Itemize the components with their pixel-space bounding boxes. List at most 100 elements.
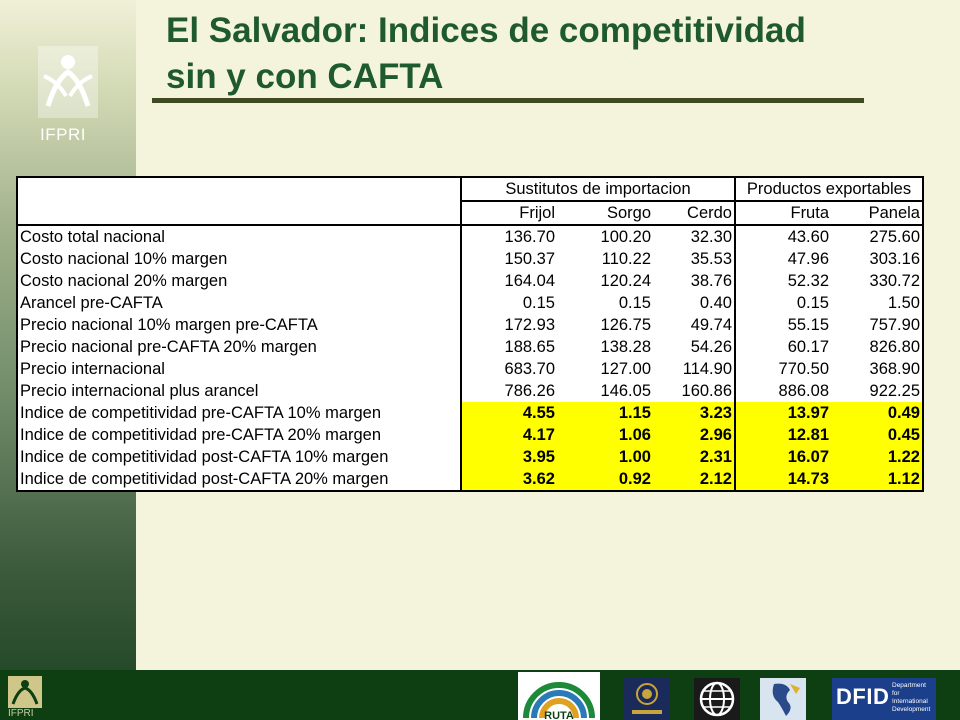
value-cell-panela: 368.90 — [831, 358, 924, 380]
group-header-import-substitutes: Sustitutos de importacion — [460, 176, 736, 202]
ifpri-label: IFPRI — [40, 125, 86, 144]
footer-ifpri-label: IFPRI — [8, 708, 34, 719]
value-cell-panela: 1.50 — [831, 292, 924, 314]
value-cell-panela: 303.16 — [831, 248, 924, 270]
column-header-sorgo: Sorgo — [606, 204, 651, 222]
slide-title: El Salvador: Indices de competitividad s… — [166, 11, 806, 96]
value-cell-cerdo: 49.74 — [653, 314, 736, 336]
table-row: Costo nacional 10% margen 150.37 110.22 35.… — [16, 248, 924, 270]
row-label: Costo nacional 10% margen — [16, 248, 461, 270]
value-cell-fruta: 43.60 — [734, 224, 831, 248]
value-cell-sorgo: 1.00 — [557, 446, 653, 468]
value-cell-fruta: 13.97 — [734, 402, 831, 424]
value-cell-panela: 826.80 — [831, 336, 924, 358]
value-cell-sorgo: 0.92 — [557, 468, 653, 492]
value-cell-fruta: 60.17 — [734, 336, 831, 358]
row-label: Costo total nacional — [16, 224, 461, 248]
column-header-panela: Panela — [831, 201, 924, 225]
table-row: Indice de competitividad post-CAFTA 20% … — [16, 468, 924, 492]
value-cell-cerdo: 32.30 — [653, 224, 736, 248]
value-cell-frijol: 136.70 — [460, 224, 557, 248]
value-cell-frijol: 4.17 — [460, 424, 557, 446]
value-cell-panela: 0.49 — [831, 402, 924, 424]
value-cell-frijol: 188.65 — [460, 336, 557, 358]
row-label: Indice de competitividad post-CAFTA 10% … — [16, 446, 461, 468]
row-label: Precio internacional plus arancel — [16, 380, 461, 402]
value-cell-frijol: 683.70 — [460, 358, 557, 380]
table-row: Indice de competitividad pre-CAFTA 10% m… — [16, 402, 924, 424]
value-cell-sorgo: 138.28 — [600, 338, 651, 356]
value-cell-sorgo: 120.24 — [600, 272, 651, 290]
value-cell-fruta: 14.73 — [734, 468, 831, 492]
ifpri-logo-icon — [38, 46, 98, 118]
value-cell-fruta: 0.15 — [734, 292, 831, 314]
value-cell-sorgo: 1.06 — [557, 424, 653, 446]
value-cell-cerdo: 0.40 — [653, 292, 736, 314]
ifpri-footer-logo-icon — [8, 676, 42, 708]
table-row: Precio nacional pre-CAFTA 20% margen 188.… — [16, 336, 924, 358]
competitiveness-table: Sustitutos de importacion Productos expo… — [16, 176, 924, 492]
value-cell-sorgo: 126.75 — [600, 316, 651, 334]
world-bank-globe-icon — [694, 678, 740, 720]
row-label: Precio nacional 10% margen pre-CAFTA — [16, 314, 461, 336]
value-cell-frijol: 172.93 — [460, 314, 557, 336]
row-label: Indice de competitividad pre-CAFTA 20% m… — [16, 424, 461, 446]
row-label: Costo nacional 20% margen — [16, 270, 461, 292]
value-cell-fruta: 16.07 — [734, 446, 831, 468]
row-label: Precio internacional — [16, 358, 461, 380]
un-emblem-icon — [624, 678, 670, 720]
value-cell-panela: 1.22 — [831, 446, 924, 468]
column-header-fruta: Fruta — [734, 201, 831, 225]
footer-bar: IFPRI RUTA DFID Department for Internati… — [0, 670, 960, 720]
row-label: Precio nacional pre-CAFTA 20% margen — [16, 336, 461, 358]
table-row: Arancel pre-CAFTA 0.15 0.15 0.40 0.15 1.50 — [16, 292, 924, 314]
value-cell-frijol: 164.04 — [460, 270, 557, 292]
column-header-frijol: Frijol — [460, 201, 557, 225]
value-cell-frijol: 786.26 — [460, 380, 557, 402]
value-cell-fruta: 47.96 — [734, 248, 831, 270]
value-cell-sorgo: 0.15 — [618, 294, 651, 312]
dfid-logo: DFID Department for International Develo… — [832, 678, 936, 720]
group-header-exportables: Productos exportables — [734, 176, 924, 202]
value-cell-frijol: 4.55 — [460, 402, 557, 424]
value-cell-sorgo: 146.05 — [600, 382, 651, 400]
value-cell-cerdo: 35.53 — [653, 248, 736, 270]
corner-cell — [16, 176, 461, 201]
table-row: Precio nacional 10% margen pre-CAFTA 172.… — [16, 314, 924, 336]
table-row: Costo nacional 20% margen 164.04 120.24 38.… — [16, 270, 924, 292]
table-row: Precio internacional plus arancel 786.26 1… — [16, 380, 924, 402]
value-cell-frijol: 3.95 — [460, 446, 557, 468]
table-row: Indice de competitividad post-CAFTA 10% … — [16, 446, 924, 468]
ruta-label: RUTA — [544, 710, 574, 720]
row-label: Indice de competitividad pre-CAFTA 10% m… — [16, 402, 461, 424]
value-cell-cerdo: 38.76 — [653, 270, 736, 292]
value-cell-cerdo: 2.12 — [653, 468, 736, 492]
title-underline — [152, 98, 864, 103]
value-cell-sorgo: 100.20 — [557, 224, 653, 248]
value-cell-cerdo: 114.90 — [653, 358, 736, 380]
dfid-label: DFID — [836, 684, 890, 709]
value-cell-frijol: 0.15 — [460, 292, 557, 314]
value-cell-fruta: 886.08 — [734, 380, 831, 402]
dfid-sub-label: Department for International Development — [892, 682, 931, 713]
row-label: Arancel pre-CAFTA — [16, 292, 461, 314]
value-cell-fruta: 12.81 — [734, 424, 831, 446]
value-cell-cerdo: 2.31 — [653, 446, 736, 468]
table-row: Costo total nacional 136.70 100.20 32.30 43.… — [16, 224, 924, 248]
group-header-row: Sustitutos de importacion Productos expo… — [16, 176, 924, 202]
americas-map-icon — [760, 678, 806, 720]
value-cell-panela: 275.60 — [831, 224, 924, 248]
column-header-row: Frijol Sorgo Cerdo Fruta Panela — [16, 201, 924, 225]
value-cell-cerdo: 2.96 — [653, 424, 736, 446]
value-cell-cerdo: 54.26 — [653, 336, 736, 358]
value-cell-frijol: 3.62 — [460, 468, 557, 492]
corner-cell — [16, 201, 461, 225]
value-cell-fruta: 55.15 — [734, 314, 831, 336]
value-cell-sorgo: 1.15 — [557, 402, 653, 424]
value-cell-cerdo: 3.23 — [653, 402, 736, 424]
value-cell-panela: 922.25 — [831, 380, 924, 402]
value-cell-sorgo: 127.00 — [600, 360, 651, 378]
value-cell-panela: 0.45 — [831, 424, 924, 446]
value-cell-fruta: 770.50 — [734, 358, 831, 380]
value-cell-fruta: 52.32 — [734, 270, 831, 292]
